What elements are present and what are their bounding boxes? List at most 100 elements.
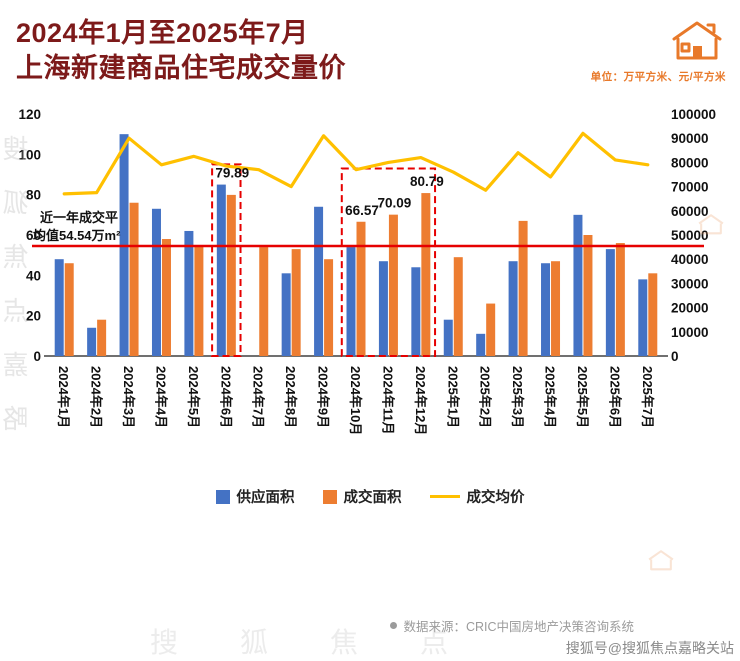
legend-swatch-price	[429, 495, 460, 499]
x-axis-label: 2024年6月	[218, 366, 233, 428]
right-axis-tick: 40000	[671, 252, 709, 267]
price-line	[62, 131, 650, 196]
deal-bar	[259, 247, 269, 357]
deal-bar	[583, 235, 593, 357]
deal-bar	[356, 221, 366, 357]
supply-bar	[151, 208, 161, 357]
title-line-2: 上海新建商品住宅成交量价	[16, 53, 346, 84]
supply-bar	[638, 279, 648, 357]
x-axis-label: 2025年5月	[575, 366, 590, 428]
x-axis-label: 2024年12月	[413, 366, 428, 435]
x-axis-label: 2024年1月	[56, 366, 71, 428]
supply-bar	[476, 334, 486, 357]
x-axis-label: 2025年4月	[543, 366, 558, 428]
right-axis-tick: 0	[671, 349, 679, 364]
x-axis-label: 2024年11月	[380, 366, 395, 435]
deal-bar	[486, 303, 496, 357]
left-axis-tick: 20	[26, 309, 41, 324]
deal-bar	[161, 239, 171, 357]
legend-item-deal: 成交面积	[322, 486, 402, 507]
supply-bar	[314, 206, 324, 357]
bullet-dot-icon	[390, 622, 398, 629]
supply-bar	[281, 273, 291, 357]
x-axis-label: 2024年10月	[348, 366, 363, 435]
left-axis-tick: 100	[18, 148, 41, 163]
legend-swatch-deal	[322, 489, 337, 504]
average-annotation-line2: 均值54.54万m²	[33, 228, 121, 243]
bar-data-label: 66.57	[345, 203, 379, 218]
bar-data-label: 70.09	[378, 196, 412, 211]
x-axis-label: 2025年6月	[607, 366, 622, 428]
legend-label-deal: 成交面积	[343, 490, 402, 507]
x-axis-label: 2024年9月	[316, 366, 331, 428]
x-axis-label: 2025年2月	[478, 366, 493, 428]
supply-bar	[87, 327, 97, 357]
x-axis-label: 2025年7月	[640, 366, 655, 428]
page-title: 2024年1月至2025年7月 上海新建商品住宅成交量价	[16, 16, 346, 86]
deal-bar	[291, 249, 301, 357]
legend-swatch-supply	[215, 489, 230, 504]
supply-bar	[573, 215, 583, 357]
deal-bar	[226, 195, 236, 357]
right-axis-tick: 80000	[671, 156, 709, 171]
supply-bar	[184, 231, 194, 357]
house-logo-icon	[672, 21, 722, 60]
house-watermark-icon	[698, 214, 724, 235]
right-axis-tick: 60000	[671, 204, 709, 219]
left-axis-tick: 0	[33, 349, 41, 364]
x-axis-label: 2025年3月	[510, 366, 525, 428]
x-axis-label: 2024年8月	[283, 366, 298, 428]
deal-bar	[97, 319, 107, 357]
deal-bar	[551, 261, 561, 357]
supply-bar	[443, 319, 453, 357]
left-axis-tick: 120	[18, 107, 41, 122]
deal-bar	[648, 273, 658, 357]
x-axis-label: 2024年7月	[251, 366, 266, 428]
header-right: 单位：万平方米、元/平方米	[591, 16, 726, 84]
supply-bar	[605, 249, 615, 357]
x-axis-label: 2025年1月	[445, 366, 460, 428]
right-axis-tick: 90000	[671, 131, 709, 146]
data-source-note: 数据来源：CRIC中国房地产决策咨询系统	[390, 616, 634, 635]
header: 2024年1月至2025年7月 上海新建商品住宅成交量价 单位：万平方米、元/平…	[0, 0, 740, 86]
supply-bar	[346, 247, 356, 357]
deal-bar	[388, 214, 398, 357]
deal-bar	[129, 202, 139, 357]
supply-bar	[541, 263, 551, 357]
deal-bar	[324, 259, 334, 357]
data-source-text: 数据来源：CRIC中国房地产决策咨询系统	[403, 620, 634, 634]
right-axis-tick: 100000	[671, 107, 716, 122]
title-line-1: 2024年1月至2025年7月	[16, 18, 309, 48]
watermark-text-left: 搜狐焦点嘉略	[2, 135, 32, 459]
house-watermark-icon	[648, 550, 674, 571]
deal-bar	[421, 193, 431, 357]
right-axis-tick: 50000	[671, 228, 709, 243]
legend-label-price: 成交均价	[466, 490, 525, 507]
supply-bar	[54, 259, 64, 357]
highlight-box	[211, 163, 242, 358]
highlight-box	[340, 167, 437, 358]
right-axis-tick: 30000	[671, 277, 709, 292]
deal-bar	[518, 221, 528, 357]
supply-bar	[216, 184, 226, 357]
x-axis-label: 2024年2月	[89, 366, 104, 428]
left-axis-tick: 40	[26, 269, 41, 284]
right-axis-tick: 70000	[671, 180, 709, 195]
legend-label-supply: 供应面积	[236, 490, 295, 507]
deal-bar	[64, 263, 74, 357]
volume-price-chart: 0 20 40 60 80 100 120 0 10000 20000 30000 40000 5000…	[18, 107, 716, 435]
left-axis-tick: 80	[26, 188, 41, 203]
legend-item-supply: 供应面积	[215, 486, 295, 507]
right-axis-tick: 20000	[671, 301, 709, 316]
sohu-watermark: 搜狐号@搜狐焦点嘉略关站	[565, 640, 734, 656]
supply-bar	[411, 267, 421, 357]
average-annotation-line1: 近一年成交平	[40, 210, 118, 225]
right-axis-tick: 10000	[671, 325, 709, 340]
deal-bar	[194, 245, 204, 357]
left-axis-tick: 60	[26, 228, 41, 243]
deal-bar	[453, 257, 463, 357]
bar-data-label: 80.79	[410, 174, 444, 189]
supply-bar	[378, 261, 388, 357]
x-axis-label: 2024年5月	[186, 366, 201, 428]
